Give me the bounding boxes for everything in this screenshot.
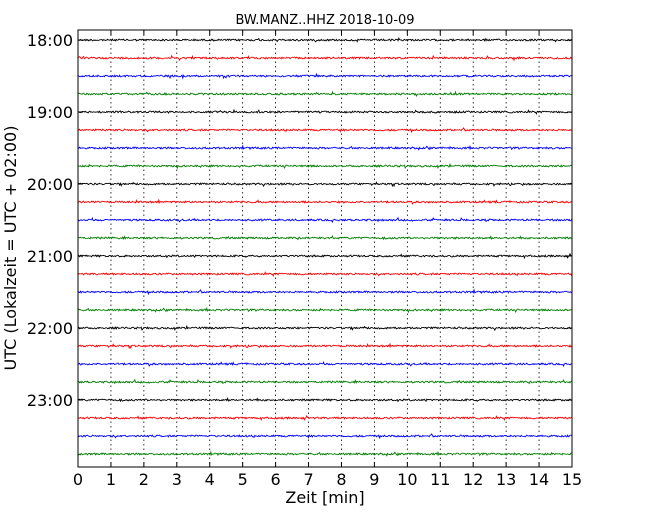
x-axis-label: Zeit [min]: [285, 488, 364, 507]
trace-line: [77, 162, 572, 170]
trace-line: [77, 72, 572, 80]
trace-line: [77, 181, 572, 188]
trace-line: [77, 414, 572, 422]
traces: [77, 37, 573, 457]
trace-line: [77, 198, 572, 205]
y-tick-label: 21:00: [27, 247, 73, 266]
x-tick-label: 1: [106, 470, 116, 489]
trace-line: [77, 397, 572, 403]
x-tick-label: 8: [336, 470, 346, 489]
x-tick-label: 3: [172, 470, 182, 489]
y-axis-label: UTC (Lokalzeit = UTC + 02:00): [1, 126, 20, 371]
trace-line: [77, 144, 572, 151]
x-tick-label: 13: [496, 470, 516, 489]
y-tick-label: 22:00: [27, 319, 73, 338]
trace-line: [77, 433, 572, 440]
trace-line: [77, 361, 572, 368]
trace-line: [77, 378, 572, 385]
x-tick-label: 14: [529, 470, 549, 489]
x-tick-label: 15: [562, 470, 582, 489]
x-tick-label: 0: [73, 470, 83, 489]
x-tick-label: 7: [303, 470, 313, 489]
y-tick-label: 20:00: [27, 175, 73, 194]
trace-line: [77, 252, 572, 260]
x-tick-label: 11: [430, 470, 450, 489]
x-tick-label: 4: [205, 470, 215, 489]
plot-frame: [77, 29, 573, 468]
chart-title: BW.MANZ..HHZ 2018-10-09: [235, 13, 414, 28]
x-tick-label: 9: [369, 470, 379, 489]
trace-line: [77, 306, 572, 314]
trace-line: [77, 37, 572, 43]
trace-line: [77, 450, 572, 457]
trace-line: [77, 127, 572, 134]
y-tick-label: 23:00: [27, 391, 73, 410]
trace-line: [77, 288, 572, 296]
x-tick-label: 6: [271, 470, 281, 489]
x-tick-label: 5: [238, 470, 248, 489]
grid-lines: [110, 30, 540, 467]
trace-line: [78, 234, 572, 241]
trace-line: [77, 342, 572, 350]
x-ticks: 0 1 2 3 4 5 6 7 8 9 10 11 12 13 14 15: [73, 30, 582, 489]
y-ticks: 18:00 19:00 20:00 21:00 22:00 23:00: [27, 31, 572, 410]
trace-line: [77, 54, 572, 62]
trace-line: [77, 216, 572, 224]
y-tick-label: 18:00: [27, 31, 73, 50]
trace-line: [77, 90, 572, 97]
y-tick-label: 19:00: [27, 103, 73, 122]
trace-line: [77, 271, 573, 278]
trace-line: [77, 324, 572, 332]
x-tick-label: 12: [463, 470, 483, 489]
trace-line: [77, 108, 572, 116]
x-tick-label: 10: [397, 470, 417, 489]
x-tick-label: 2: [139, 470, 149, 489]
